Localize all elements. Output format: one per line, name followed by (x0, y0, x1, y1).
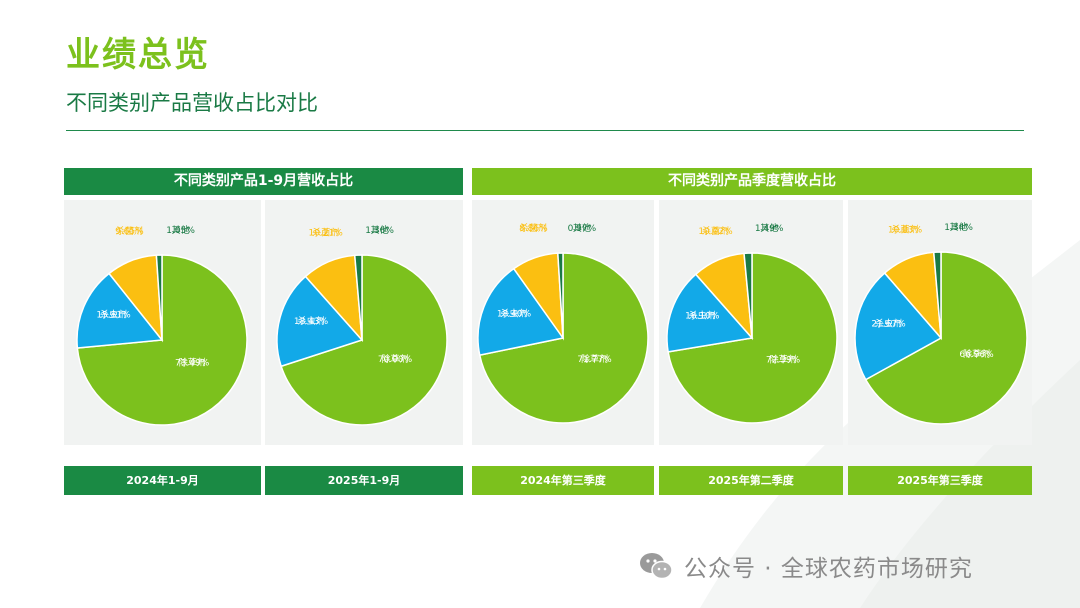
slice-value-label: 71.77% (577, 355, 612, 365)
pie-caption: 2024年第三季度 (472, 466, 654, 495)
page-subtitle: 不同类别产品营收占比对比 (66, 91, 318, 115)
slice-category-label: 其他 (371, 224, 389, 236)
slice-value-label: 73.49% (175, 358, 210, 368)
slice-value-label: 1.49% (755, 224, 784, 234)
pie-slice-other (557, 252, 564, 339)
pie-caption: 2024年1-9月 (64, 466, 261, 495)
slice-value-label: 16.10% (685, 311, 720, 321)
pie-slice-insecticide (276, 275, 364, 368)
pie-slice-other (155, 254, 163, 341)
pie-caption: 2025年1-9月 (265, 466, 463, 495)
slice-category-label: 除草剂 (381, 353, 408, 365)
slice-value-label: 0.97% (568, 224, 597, 234)
slice-value-label: 1.34% (944, 223, 973, 233)
slice-category-label: 其他 (172, 224, 190, 236)
slice-value-label: 15.81% (96, 310, 131, 320)
watermark: 公众号 · 全球农药市场研究 (638, 548, 973, 584)
slice-value-label: 21.67% (871, 320, 906, 330)
group-header-ytd: 不同类别产品1-9月营收占比 (64, 168, 463, 195)
slice-category-label: 杀虫剂 (875, 318, 902, 330)
slice-category-label: 杀菌剂 (702, 225, 729, 237)
slice-category-label: 杀菌剂 (312, 227, 339, 239)
slice-category-label: 杀虫剂 (100, 308, 127, 320)
pie-slice-insecticide (666, 273, 754, 353)
slice-category-label: 杀虫剂 (500, 308, 527, 320)
slice-category-label: 杀菌剂 (520, 222, 547, 234)
pie-slice-insecticide (76, 272, 164, 349)
title-divider (66, 130, 1024, 131)
slice-category-label: 除草剂 (179, 356, 206, 368)
pie-caption: 2025年第二季度 (659, 466, 843, 495)
slice-category-label: 杀菌剂 (891, 224, 918, 236)
group-header-quarterly: 不同类别产品季度营收占比 (472, 168, 1032, 195)
slice-value-label: 10.21% (309, 229, 344, 239)
slice-category-label: 其他 (573, 222, 591, 234)
slice-category-label: 除草剂 (963, 348, 990, 360)
slice-category-label: 杀菌剂 (116, 225, 143, 237)
slice-category-label: 其他 (950, 221, 968, 233)
slice-category-label: 杀虫剂 (298, 315, 325, 327)
page-title: 业绩总览 (66, 35, 210, 75)
slice-value-label: 1.05% (166, 226, 195, 236)
pie-slice-other (743, 252, 753, 339)
slice-value-label: 18.43% (294, 317, 329, 327)
slice-value-label: 10.03% (888, 226, 923, 236)
pie-slice-insecticide (854, 271, 943, 381)
slice-category-label: 除草剂 (770, 353, 797, 365)
pie-slice-herbicide (864, 251, 1028, 425)
wechat-icon (640, 553, 673, 580)
slice-category-label: 除草剂 (581, 353, 608, 365)
pie-slice-other (353, 254, 363, 341)
slice-value-label: 10.02% (698, 227, 733, 237)
watermark-text: 公众号 · 全球农药市场研究 (684, 556, 973, 582)
pie-caption: 2025年第三季度 (848, 466, 1032, 495)
slice-value-label: 9.65% (115, 227, 144, 237)
slice-category-label: 杀虫剂 (689, 309, 716, 321)
slice-category-label: 其他 (760, 222, 778, 234)
slice-value-label: 66.96% (959, 350, 994, 360)
pie-slice-herbicide (280, 254, 448, 426)
slice-value-label: 70.00% (378, 355, 413, 365)
slice-value-label: 72.39% (766, 355, 801, 365)
slice-value-label: 1.36% (365, 226, 394, 236)
pie-slice-insecticide (477, 267, 565, 357)
pie-slice-other (932, 251, 942, 339)
slice-value-label: 18.40% (497, 310, 532, 320)
slice-value-label: 8.86% (519, 224, 548, 234)
